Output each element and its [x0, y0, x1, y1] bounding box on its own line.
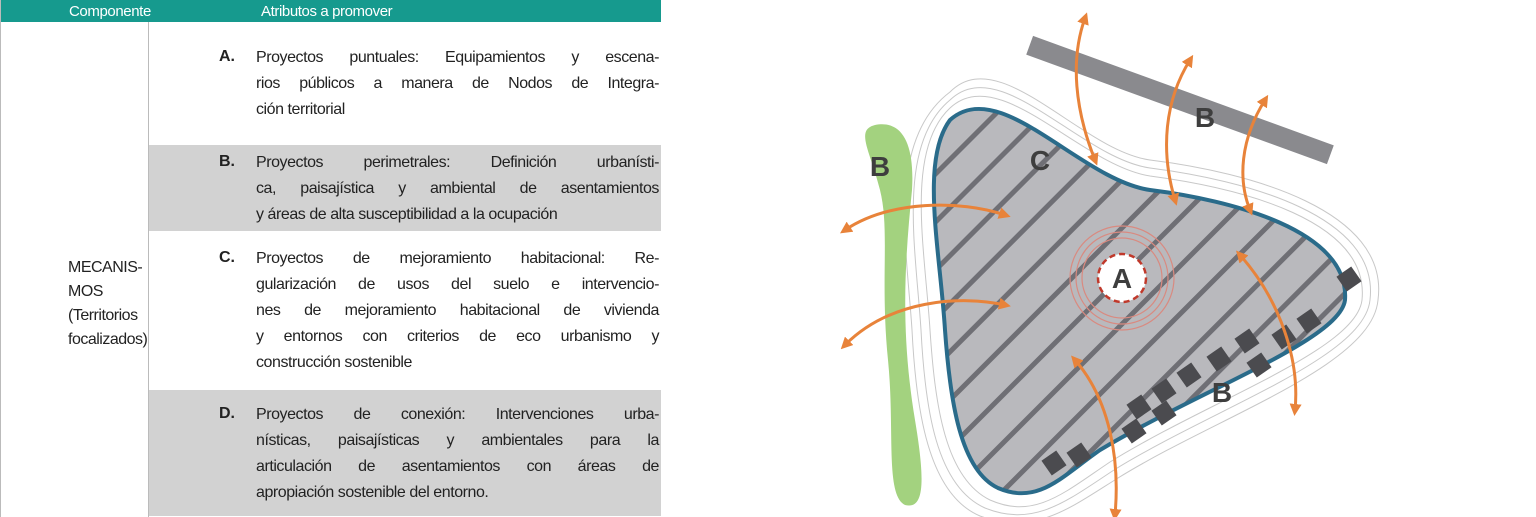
text-line: Proyectos de mejoramiento habitacional: … — [256, 250, 659, 267]
component-text: MECANIS- MOS (Territorios focalizados) — [68, 256, 148, 352]
header-cell: Atributos a promover — [261, 3, 393, 20]
diagram-label: B — [1212, 377, 1232, 408]
table-header: Componente Atributos a promover — [1, 0, 661, 22]
text-line: nes de mejoramiento habitacional de vivi… — [256, 302, 659, 319]
row-letter: A. — [219, 47, 235, 65]
table-row: Proyectos perimetrales: Definición urban… — [149, 145, 661, 232]
diagram-label: B — [870, 151, 890, 182]
row-text: Proyectos puntuales: Equipamientos y esc… — [256, 45, 659, 123]
text-line: (Territorios — [68, 307, 138, 324]
diagram-label: A — [1112, 263, 1132, 294]
row-text: Proyectos de conexión: Intervenciones ur… — [256, 402, 659, 506]
text-line: apropiación sostenible del entorno. — [256, 483, 489, 501]
text-line: y entornos con criterios de eco urbanism… — [256, 328, 659, 345]
row-letter: C. — [219, 249, 235, 266]
row-text: Proyectos de mejoramiento habitacional: … — [256, 246, 659, 376]
table-row: Proyectos de mejoramiento habitacional: … — [149, 232, 661, 390]
text-line: ción territorial — [256, 100, 345, 118]
table: Componente Atributos a promover MECANIS-… — [0, 0, 661, 517]
text-line: Proyectos puntuales: Equipamientos y esc… — [256, 48, 659, 66]
arrows — [840, 12, 1302, 517]
row-letter: D. — [219, 404, 235, 422]
text-line: Proyectos perimetrales: Definición urban… — [256, 153, 659, 171]
node-rings — [1069, 225, 1175, 331]
table-row: Proyectos puntuales: Equipamientos y esc… — [149, 22, 661, 145]
top-bar — [1026, 35, 1334, 165]
text-line: focalizados) — [68, 331, 148, 348]
text-line: gularización de usos del suelo e interve… — [256, 276, 659, 293]
text-line: MECANIS- — [68, 259, 143, 276]
text-line: ca, paisajística y ambiental de asentami… — [256, 179, 659, 197]
node — [1096, 252, 1148, 304]
text-line: Proyectos de conexión: Intervenciones ur… — [256, 405, 659, 423]
text-line: nísticas, paisajísticas y ambientales pa… — [256, 431, 659, 449]
row-letter: B. — [219, 152, 235, 170]
diagram-label: C — [1030, 145, 1050, 176]
text-line: MOS — [68, 283, 103, 300]
diagram: B C B A B — [840, 12, 1380, 517]
text-line: rios públicos a manera de Nodos de Integ… — [256, 74, 659, 92]
diagram-label: B — [1195, 102, 1215, 133]
table-row: Proyectos de conexión: Intervenciones ur… — [149, 390, 661, 517]
row-text: Proyectos perimetrales: Definición urban… — [256, 150, 659, 228]
header-cell: Componente — [69, 3, 151, 20]
text-line: construcción sostenible — [256, 354, 412, 371]
text-line: y áreas de alta susceptibilidad a la ocu… — [256, 205, 558, 223]
component-cell: MECANIS- MOS (Territorios focalizados) — [1, 22, 149, 517]
text-line: articulación de asentamientos con áreas … — [256, 457, 659, 475]
